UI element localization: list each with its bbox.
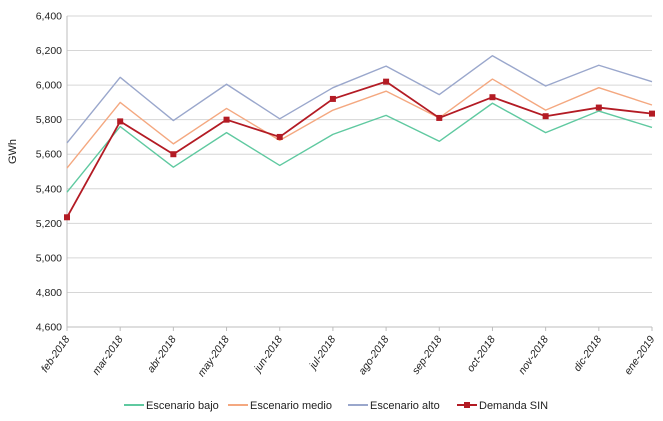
data-point-marker [170,151,177,158]
data-point-marker [276,133,283,140]
y-tick-label: 5,200 [36,218,62,230]
y-tick-label: 6,400 [36,11,62,23]
x-tick-label: ago-2018 [356,334,391,377]
series-line-escenario-alto [66,55,653,144]
legend-item: Escenario alto [348,400,440,412]
x-tick-label: nov-2018 [516,334,551,377]
series-line-demanda-sin [66,80,653,218]
data-point-marker [489,94,496,101]
data-point-marker [64,214,70,221]
data-point-marker [649,110,655,117]
x-tick-label: feb-2018 [39,334,73,375]
x-tick-label: mar-2018 [90,334,126,378]
legend-label: Escenario medio [250,400,332,412]
x-tick-label: abr-2018 [145,334,179,375]
y-tick-label: 4,800 [36,287,62,299]
series-lines [66,55,653,218]
legend-label: Escenario bajo [146,400,219,412]
data-point-marker [436,114,443,121]
data-point-marker [329,95,336,102]
series-line-escenario-medio [66,78,653,169]
x-tick-labels: feb-2018 mar-2018 abr-2018 may-2018 jun-2018… [39,334,658,379]
y-tick-label: 5,000 [36,252,62,264]
axes [66,16,653,331]
x-tick-label: ene-2019 [622,334,657,377]
legend: Escenario bajo Escenario medio Escenario a… [124,400,548,412]
legend-label: Demanda SIN [479,400,548,412]
x-tick-label: jul-2018 [306,334,338,373]
legend-item: Demanda SIN [457,400,548,412]
gridlines [67,15,652,328]
y-tick-label: 4,600 [36,322,62,334]
legend-label: Escenario alto [370,400,440,412]
y-tick-labels: 4,600 4,800 5,000 5,200 5,400 5,600 5,800 6,000… [36,11,62,334]
data-point-marker [223,116,230,123]
legend-item: Escenario medio [228,400,332,412]
data-point-marker [542,113,549,120]
x-tick-label: jun-2018 [251,334,286,376]
y-tick-label: 5,800 [36,114,62,126]
legend-item: Escenario bajo [124,400,219,412]
x-tick-label: dic-2018 [571,334,604,374]
y-tick-label: 5,400 [36,183,62,195]
x-tick-label: may-2018 [195,334,232,379]
data-point-marker [383,78,390,85]
series-markers [64,78,655,221]
x-tick-label: sep-2018 [410,334,445,377]
y-tick-label: 6,000 [36,80,62,92]
legend-marker [464,402,470,408]
data-point-marker [117,118,124,125]
y-tick-label: 6,200 [36,45,62,57]
x-tick-label: oct-2018 [465,334,498,374]
y-axis-title: GWh [7,139,19,164]
series-line-escenario-bajo [66,102,653,193]
y-tick-label: 5,600 [36,149,62,161]
data-point-marker [595,104,602,111]
